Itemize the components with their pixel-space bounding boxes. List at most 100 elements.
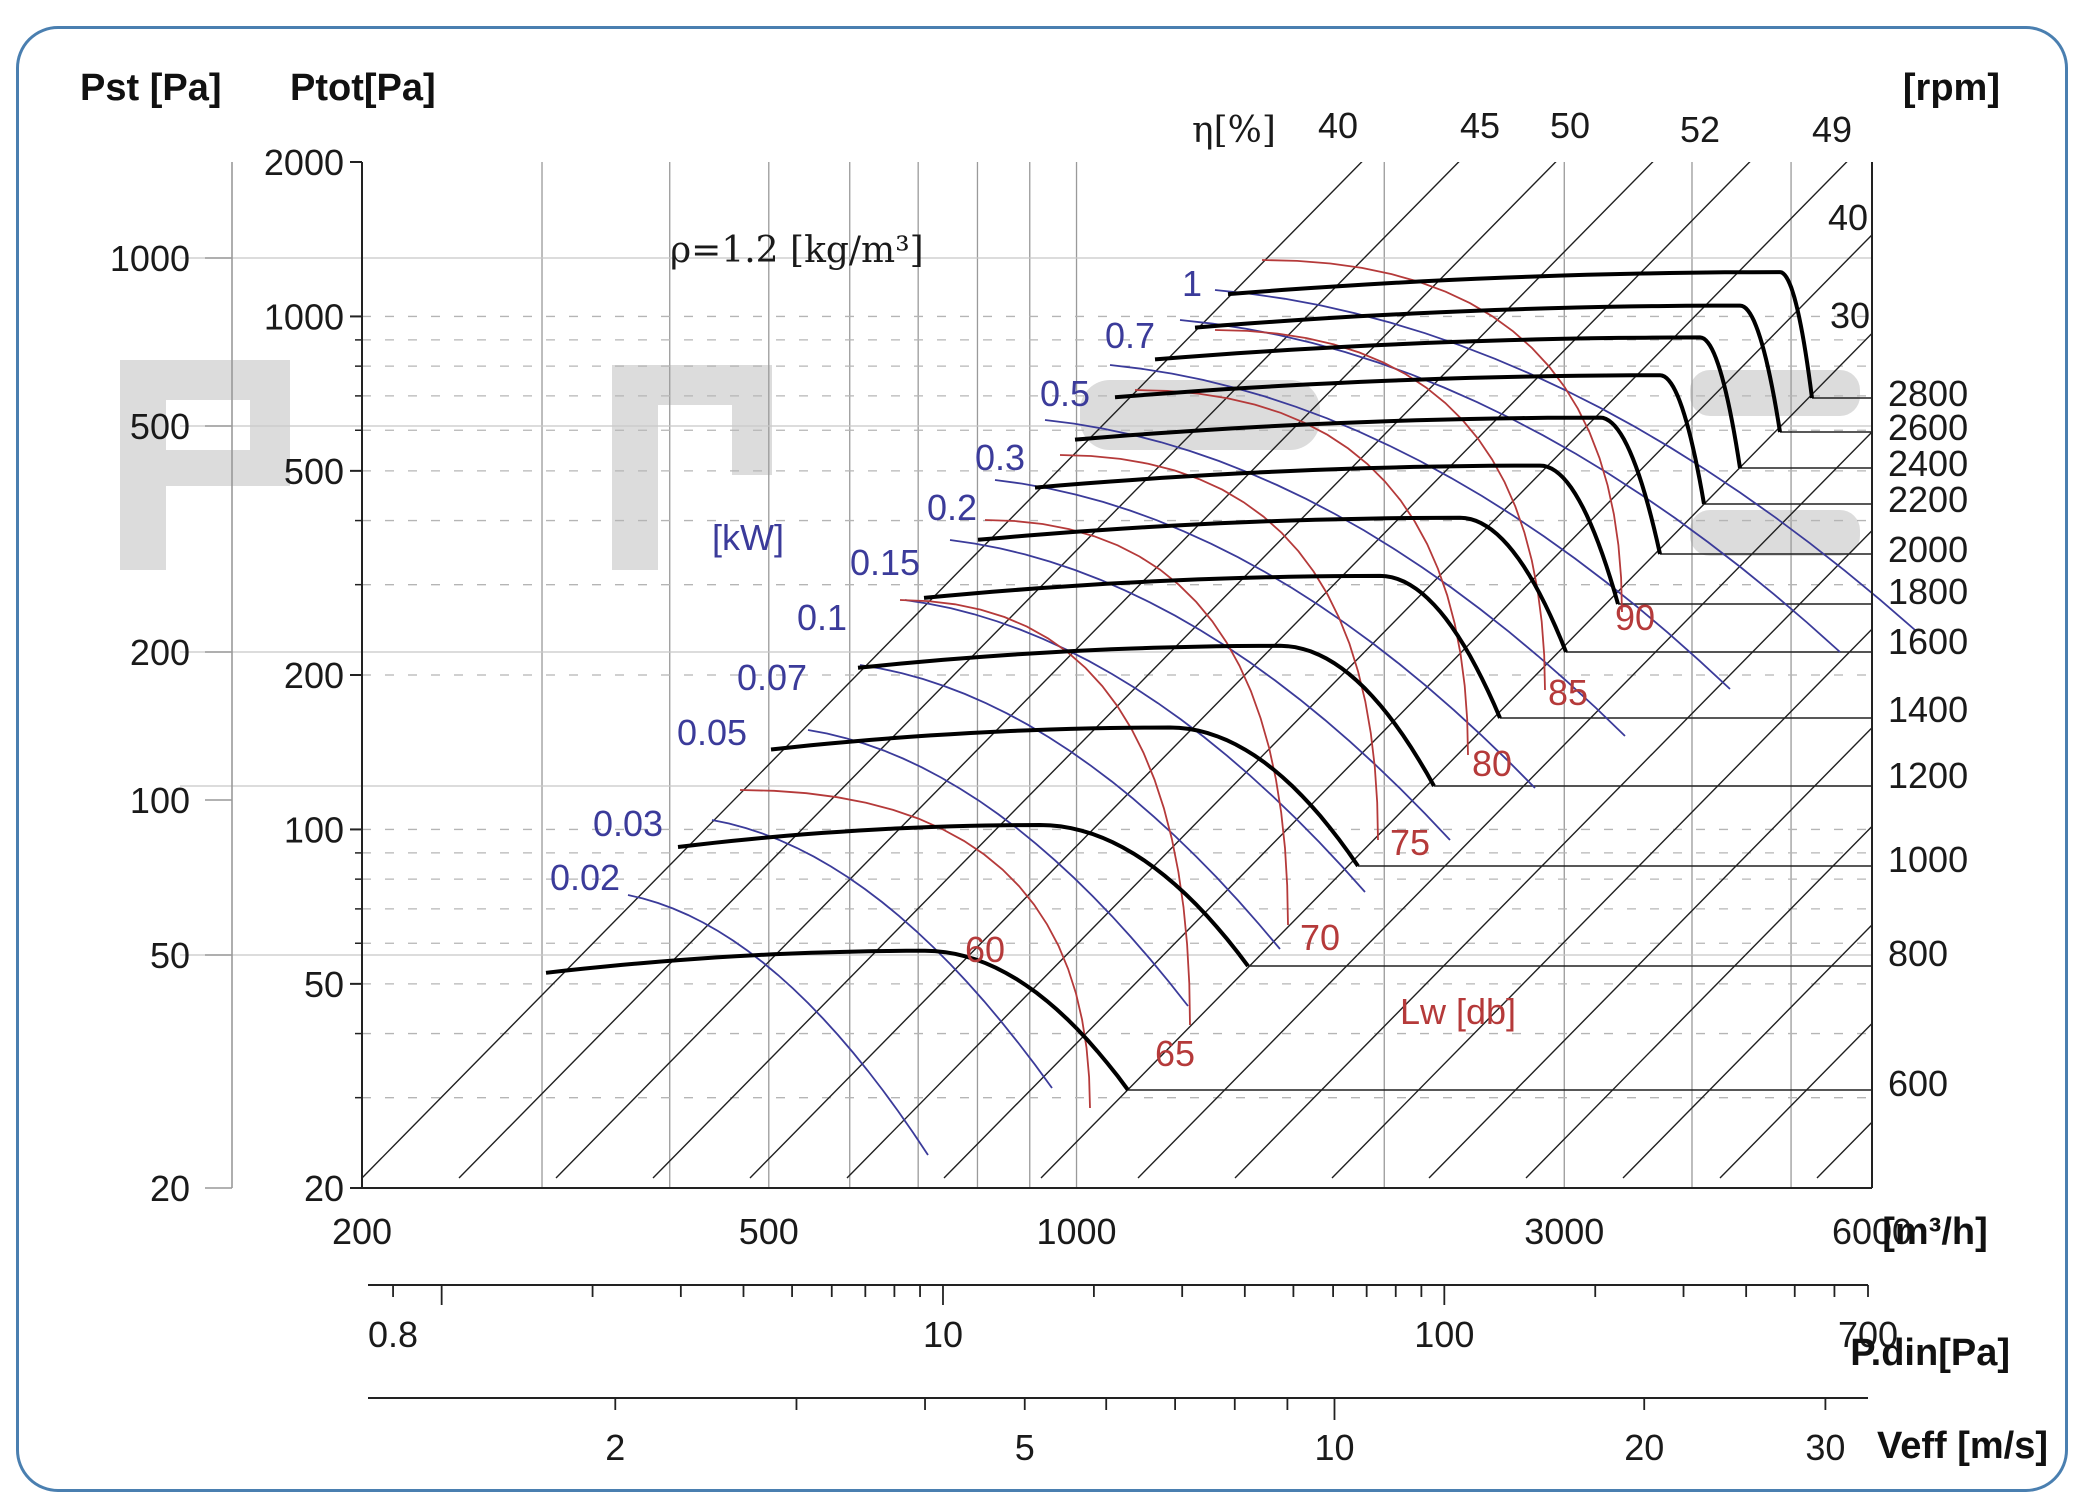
power-label: 0.07 (737, 657, 807, 698)
system-line (1719, 1022, 1872, 1179)
veff-tick-label: 2 (605, 1427, 625, 1468)
power-curve (859, 664, 1281, 950)
pst-tick-label: 500 (130, 406, 190, 447)
pst-tick-label: 50 (150, 935, 190, 976)
pdin-axis-label: P.din[Pa] (1850, 1332, 2010, 1374)
noise-label: 80 (1472, 743, 1512, 784)
pst-tick-label: 20 (150, 1168, 190, 1209)
ptot-tick-label: 100 (284, 809, 344, 850)
system-line (749, 162, 1751, 1179)
flow-tick-label: 6000 (1832, 1211, 1912, 1252)
noise-curve (1261, 259, 1623, 613)
ptot-axis-label: Ptot[Pa] (290, 67, 436, 109)
efficiency-unit-label: η[%] (1192, 110, 1276, 151)
flow-tick-label: 500 (739, 1211, 799, 1252)
power-curve (904, 599, 1366, 893)
power-curve (1044, 419, 1626, 737)
veff-axis-label: Veff [m/s] (1877, 1425, 2048, 1467)
rpm-tick-label: 1400 (1888, 689, 1968, 730)
rpm-tick-label: 2000 (1888, 529, 1968, 570)
rpm-curve (1114, 373, 1706, 505)
noise-label: 75 (1390, 822, 1430, 863)
system-line (1234, 529, 1872, 1179)
flow-tick-label: 200 (332, 1211, 392, 1252)
ptot-tick-label: 500 (284, 451, 344, 492)
system-line (2011, 60, 2081, 1178)
density-note: ρ=1.2 [kg/m³] (670, 230, 924, 271)
watermark-shape (1690, 510, 1860, 556)
rpm-tick-label: 1000 (1888, 839, 1968, 880)
watermark (120, 360, 1860, 570)
noise-curve (739, 789, 1091, 1109)
noise-curve (1059, 454, 1379, 841)
rpm-curve (857, 643, 1436, 787)
pdin-tick-label: 700 (1838, 1314, 1898, 1355)
rpm-axis-label: [rpm] (1903, 67, 2000, 109)
rpm-tick-label: 800 (1888, 933, 1948, 974)
power-label: 0.5 (1040, 373, 1090, 414)
power-label: 0.02 (550, 857, 620, 898)
system-line (846, 162, 1848, 1179)
efficiency-label: 49 (1812, 109, 1852, 150)
noise-unit-label: Lw [db] (1400, 991, 1516, 1032)
pdin-tick-label: 10 (923, 1314, 963, 1355)
rpm-curve (977, 515, 1568, 653)
system-line (1040, 332, 1872, 1179)
efficiency-label: 45 (1460, 105, 1500, 146)
system-line (1331, 628, 1872, 1179)
rpm-curve (1154, 335, 1742, 469)
noise-label: 65 (1155, 1033, 1195, 1074)
noise-label: 60 (965, 929, 1005, 970)
rpm-horizontal-lines (1128, 397, 1872, 1091)
power-unit-label: [kW] (712, 517, 784, 558)
ptot-tick-label: 2000 (264, 142, 344, 183)
flow-tick-label: 1000 (1036, 1211, 1116, 1252)
pdin-tick-label: 100 (1414, 1314, 1474, 1355)
power-curves (627, 289, 1916, 1156)
ptot-tick-label: 50 (304, 964, 344, 1005)
pst-tick-label: 200 (130, 632, 190, 673)
noise-label: 85 (1548, 672, 1588, 713)
power-curve (627, 894, 929, 1156)
labels: 2000100050020010050201000500200100502020… (80, 67, 2048, 1468)
power-curve (1214, 289, 1916, 631)
rpm-curve (770, 725, 1360, 868)
rpm-curve (1074, 415, 1662, 555)
power-label: 0.03 (593, 803, 663, 844)
rpm-curve (545, 948, 1130, 1092)
rpm-curve (677, 822, 1250, 968)
system-line (362, 162, 1363, 1179)
system-line (555, 162, 1557, 1179)
efficiency-label: 52 (1680, 109, 1720, 150)
rpm-curve (1194, 303, 1782, 433)
grid (180, 162, 1872, 1188)
power-curve (1109, 364, 1731, 690)
system-line (1428, 726, 1872, 1179)
system-line (652, 162, 1654, 1179)
pst-tick-label: 100 (130, 780, 190, 821)
operating-diagonal-lines (362, 60, 2081, 1179)
ptot-tick-label: 20 (304, 1168, 344, 1209)
rpm-curve (1227, 270, 1814, 399)
power-curve (807, 729, 1189, 1007)
rpm-tick-label: 2600 (1888, 407, 1968, 448)
system-line (1137, 430, 1872, 1179)
efficiency-label: 30 (1830, 295, 1870, 336)
pst-axis-label: Pst [Pa] (80, 67, 221, 109)
rpm-tick-label: 1600 (1888, 621, 1968, 662)
power-label: 0.1 (797, 597, 847, 638)
veff-tick-label: 5 (1015, 1427, 1035, 1468)
rpm-tick-label: 2800 (1888, 373, 1968, 414)
flow-axis-label: [m³/h] (1882, 1211, 1988, 1253)
power-curve (949, 539, 1451, 841)
efficiency-label: 50 (1550, 105, 1590, 146)
efficiency-label: 40 (1828, 197, 1868, 238)
axes (205, 161, 1873, 1420)
noise-curve (1134, 389, 1469, 756)
rpm-tick-label: 600 (1888, 1063, 1948, 1104)
watermark-shape (120, 450, 290, 486)
veff-tick-label: 10 (1314, 1427, 1354, 1468)
noise-label: 90 (1615, 597, 1655, 638)
rpm-tick-label: 2200 (1888, 479, 1968, 520)
power-label: 1 (1182, 263, 1202, 304)
